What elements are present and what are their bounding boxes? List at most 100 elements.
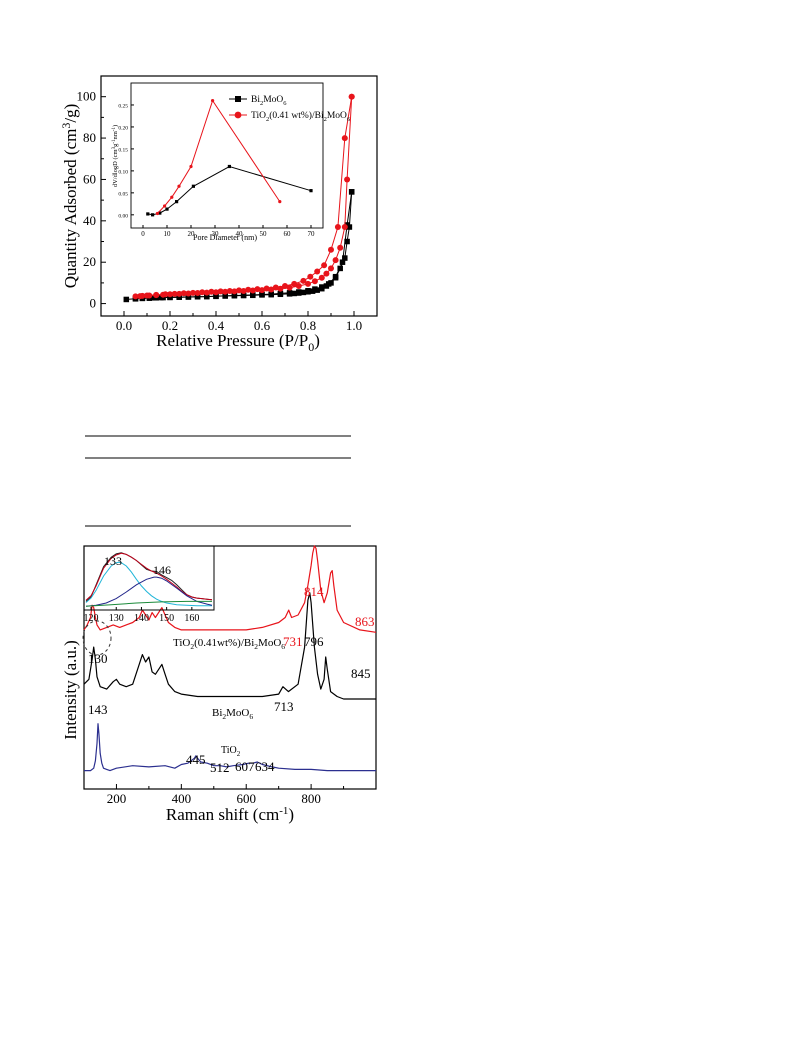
isotherm-point: [259, 291, 265, 298]
isotherm-y-tick-label: 20: [83, 254, 96, 269]
peak-label-796: 796: [304, 634, 324, 649]
isotherm-y-ticks: 0 20 40 60 80 100: [77, 89, 106, 311]
inset-point: [191, 184, 195, 188]
raman-series: [83, 545, 377, 772]
isotherm-point: [222, 293, 228, 299]
isotherm-point: [344, 238, 350, 245]
isotherm-point: [236, 287, 242, 294]
inset-y-tick-label: 0.25: [118, 103, 128, 109]
label-composite: TiO2(0.41wt%)/Bi2MoO6: [173, 637, 285, 651]
isotherm-point: [341, 224, 348, 231]
isotherm-y-axis-label: Quantity Adsorbed (cm3/g): [59, 104, 80, 288]
isotherm-point: [132, 293, 139, 300]
peak-label-814: 814: [304, 584, 324, 599]
inset-y-ticks: 0.00 0.05 0.10 0.15 0.20 0.25: [118, 103, 134, 219]
isotherm-point: [277, 290, 284, 297]
raman-inset-series: [85, 552, 213, 607]
raman-chart: 200 400 600 800 Raman shift (cm-1) Intensit…: [61, 545, 377, 824]
isotherm-point: [344, 176, 351, 183]
isotherm-point: [348, 189, 355, 195]
inset-series-line-0: [147, 165, 312, 216]
inset-point: [227, 164, 231, 169]
isotherm-x-tick-label: 0.4: [208, 318, 225, 333]
isotherm-point: [245, 286, 252, 293]
raman-inset-x-tick-label: 130: [109, 613, 124, 624]
inset-point: [177, 184, 181, 188]
isotherm-x-tick-label: 0.8: [300, 318, 316, 333]
isotherm-point: [263, 285, 270, 292]
isotherm-point: [203, 289, 210, 296]
isotherm-point: [226, 287, 233, 294]
inset-frame: [130, 82, 324, 229]
isotherm-point: [291, 290, 297, 297]
isotherm-point: [208, 288, 215, 295]
isotherm-point: [328, 246, 334, 253]
raman-series-line-0: [83, 545, 377, 633]
isotherm-point: [300, 289, 307, 296]
raman-x-tick-label: 600: [236, 791, 256, 806]
legend-marker-composite: [234, 111, 242, 119]
raman-inset-x-tick-label: 160: [184, 613, 199, 624]
isotherm-point: [332, 273, 339, 280]
isotherm-y-tick-label: 80: [83, 130, 96, 145]
raman-x-tick-label: 400: [172, 791, 192, 806]
isotherm-point: [204, 293, 210, 300]
label-tio2: TiO2: [221, 745, 241, 758]
label-bi2moo6: Bi2MoO6: [212, 707, 253, 721]
inset-y-tick-label: 0.10: [118, 169, 128, 175]
isotherm-point: [153, 291, 160, 298]
inset-point: [163, 204, 167, 208]
isotherm-point: [217, 288, 224, 295]
inset-x-axis-label: Pore Diameter (nm): [193, 233, 257, 242]
inset-point: [146, 212, 150, 216]
peak-label-445: 445: [186, 752, 206, 767]
inset-x-ticks: 0 10 20 30 40 50 60 70: [141, 225, 315, 238]
inset-x-tick-label: 0: [141, 230, 145, 238]
raman-y-axis-label: Intensity (a.u.): [61, 640, 80, 740]
isotherm-point: [344, 222, 350, 228]
raman-inset-line-3: [85, 576, 213, 607]
isotherm-point: [334, 224, 341, 231]
inset-point: [211, 98, 215, 103]
inset-x-tick-label: 60: [284, 230, 292, 238]
isotherm-y-tick-label: 40: [83, 213, 96, 228]
isotherm-point: [194, 294, 201, 300]
isotherm-x-ticks: 0.0 0.2 0.4 0.6 0.8 1.0: [116, 311, 362, 333]
raman-inset-line-2: [85, 561, 212, 607]
isotherm-point: [295, 283, 302, 289]
isotherm-point: [286, 284, 293, 291]
isotherm-point: [307, 273, 314, 280]
isotherm-point: [268, 291, 274, 297]
inset-point: [170, 195, 174, 199]
highlight-circle: [82, 620, 112, 656]
inset-point: [175, 200, 179, 204]
isotherm-point: [300, 277, 307, 284]
raman-inset-line-1: [85, 552, 213, 601]
isotherm-point: [176, 294, 182, 300]
inset-x-tick-label: 30: [212, 230, 220, 238]
inset-peak-label-133: 133: [104, 554, 122, 568]
inset-point: [155, 211, 159, 216]
inset-point: [309, 189, 313, 193]
isotherm-point: [328, 265, 334, 272]
inset-x-tick-label: 40: [236, 230, 244, 238]
inset-y-axis-label: dV/dlogD (cm3g-1nm-1): [112, 125, 119, 187]
isotherm-point: [337, 265, 343, 272]
raman-inset-x-tick-label: 150: [159, 613, 174, 624]
isotherm-point: [339, 259, 346, 265]
legend-label-bmo: Bi2MoO6: [251, 95, 287, 107]
isotherm-point: [254, 286, 261, 293]
inset-series: [146, 98, 313, 217]
isotherm-point: [137, 293, 144, 300]
isotherm-point: [240, 292, 247, 299]
inset-y-tick-label: 0.05: [118, 191, 128, 197]
isotherm-point: [342, 255, 348, 261]
inset-point: [278, 200, 282, 204]
isotherm-point: [311, 278, 318, 285]
isotherm-point: [325, 281, 332, 287]
isotherm-point: [144, 292, 150, 299]
isotherm-point: [148, 295, 155, 301]
peak-label-863: 863: [355, 614, 375, 629]
